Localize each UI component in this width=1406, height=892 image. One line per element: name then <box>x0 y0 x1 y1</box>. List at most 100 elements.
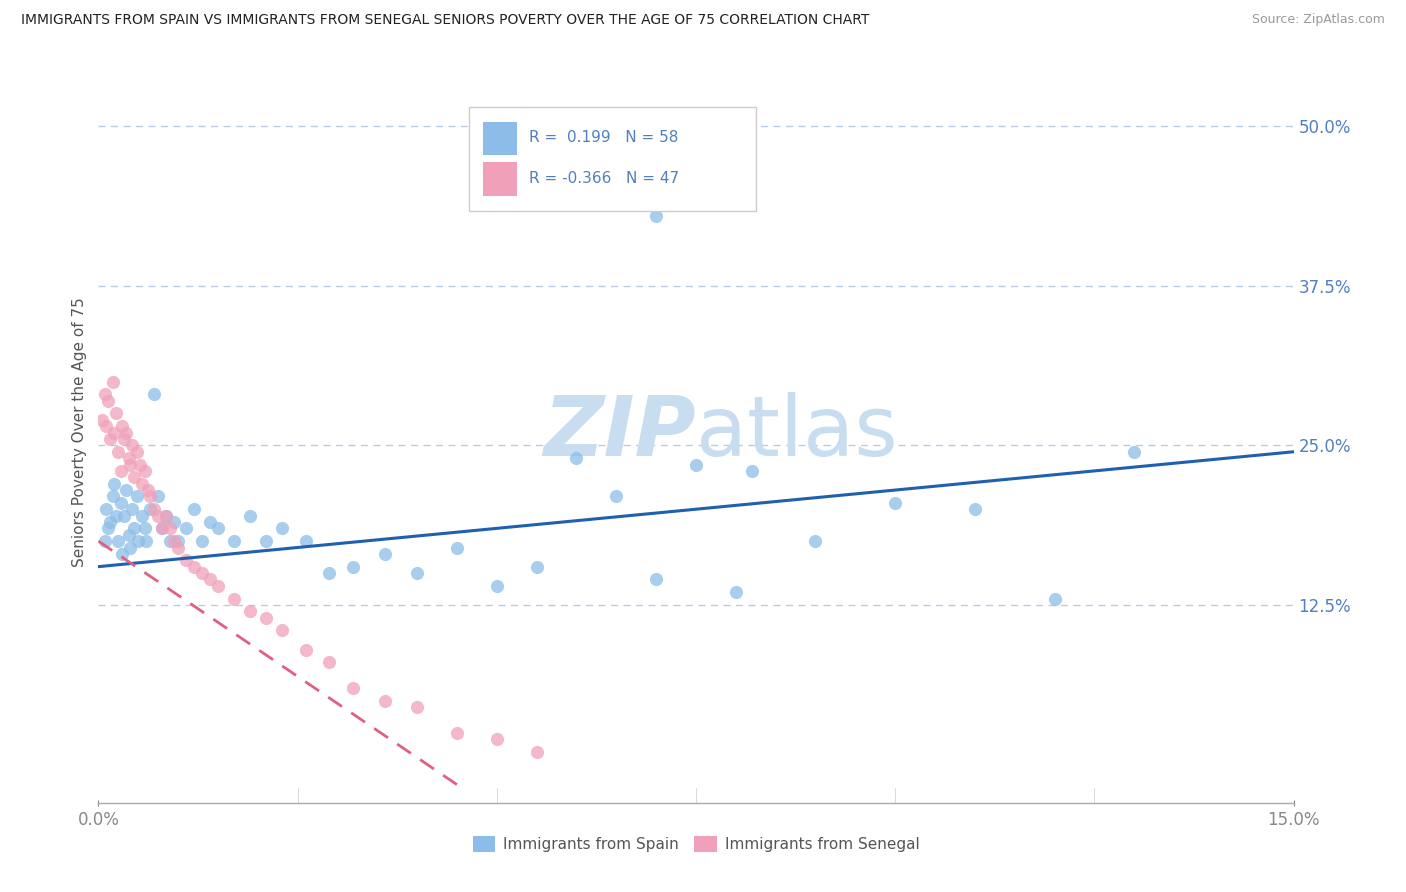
Point <box>565 451 588 466</box>
Point <box>97 393 120 408</box>
Point <box>526 559 548 574</box>
Point <box>148 508 170 523</box>
Point <box>374 547 396 561</box>
Point <box>374 694 396 708</box>
Point <box>1123 444 1146 458</box>
Point <box>191 566 214 580</box>
Point <box>112 432 135 446</box>
Bar <box>484 162 517 195</box>
Point <box>94 387 117 401</box>
Point <box>207 521 229 535</box>
Point <box>183 502 205 516</box>
Point <box>605 490 627 504</box>
Point <box>139 490 162 504</box>
Point <box>107 534 129 549</box>
Point <box>115 425 138 440</box>
Point <box>406 700 429 714</box>
Point <box>446 541 468 555</box>
Point <box>148 490 170 504</box>
Point <box>139 502 162 516</box>
Point <box>645 209 668 223</box>
Point <box>124 521 146 535</box>
Bar <box>484 121 517 155</box>
Point <box>254 610 277 624</box>
Point <box>167 541 190 555</box>
Point <box>91 413 114 427</box>
Point <box>155 508 177 523</box>
Point <box>342 681 364 695</box>
Point <box>131 508 153 523</box>
Point <box>741 464 763 478</box>
Point <box>318 656 340 670</box>
Point <box>97 521 120 535</box>
Point <box>150 521 173 535</box>
Point <box>110 464 132 478</box>
Point <box>143 387 166 401</box>
Point <box>107 444 129 458</box>
Point <box>163 534 186 549</box>
Point <box>135 534 157 549</box>
Point <box>103 425 125 440</box>
Text: Source: ZipAtlas.com: Source: ZipAtlas.com <box>1251 13 1385 27</box>
Point <box>685 458 707 472</box>
Point <box>884 496 907 510</box>
Point <box>94 534 117 549</box>
Point <box>155 508 177 523</box>
Point <box>804 534 827 549</box>
Point <box>485 731 508 746</box>
Point <box>150 521 173 535</box>
Point <box>254 534 277 549</box>
Point <box>198 515 221 529</box>
Point <box>125 444 148 458</box>
Point <box>103 476 125 491</box>
Point <box>163 515 186 529</box>
Point <box>526 745 548 759</box>
Point <box>101 490 124 504</box>
Point <box>485 579 508 593</box>
Text: R = -0.366   N = 47: R = -0.366 N = 47 <box>529 171 679 186</box>
Point <box>207 579 229 593</box>
Point <box>115 483 138 497</box>
Point <box>143 502 166 516</box>
FancyBboxPatch shape <box>470 107 756 211</box>
Point <box>111 419 134 434</box>
Point <box>183 559 205 574</box>
Point <box>342 559 364 574</box>
Point <box>134 464 156 478</box>
Point <box>121 438 143 452</box>
Point <box>446 725 468 739</box>
Point <box>98 515 122 529</box>
Point <box>101 375 124 389</box>
Y-axis label: Seniors Poverty Over the Age of 75: Seniors Poverty Over the Age of 75 <box>72 298 87 567</box>
Point <box>120 541 142 555</box>
Point <box>239 508 262 523</box>
Point <box>120 458 142 472</box>
Point <box>96 502 118 516</box>
Point <box>167 534 190 549</box>
Point <box>191 534 214 549</box>
Point <box>159 534 181 549</box>
Point <box>270 521 292 535</box>
Point <box>104 407 127 421</box>
Point <box>134 521 156 535</box>
Point <box>294 642 316 657</box>
Text: IMMIGRANTS FROM SPAIN VS IMMIGRANTS FROM SENEGAL SENIORS POVERTY OVER THE AGE OF: IMMIGRANTS FROM SPAIN VS IMMIGRANTS FROM… <box>21 13 869 28</box>
Point <box>239 604 262 618</box>
Point <box>222 534 245 549</box>
Point <box>136 483 159 497</box>
Point <box>174 553 197 567</box>
Point <box>96 419 118 434</box>
Point <box>159 521 181 535</box>
Point <box>645 573 668 587</box>
Text: ZIP: ZIP <box>543 392 696 473</box>
Point <box>406 566 429 580</box>
Point <box>963 502 986 516</box>
Point <box>131 476 153 491</box>
Point <box>1043 591 1066 606</box>
Legend: Immigrants from Spain, Immigrants from Senegal: Immigrants from Spain, Immigrants from S… <box>467 830 925 858</box>
Text: R =  0.199   N = 58: R = 0.199 N = 58 <box>529 130 678 145</box>
Point <box>198 573 221 587</box>
Point <box>222 591 245 606</box>
Point <box>121 502 143 516</box>
Point <box>112 508 135 523</box>
